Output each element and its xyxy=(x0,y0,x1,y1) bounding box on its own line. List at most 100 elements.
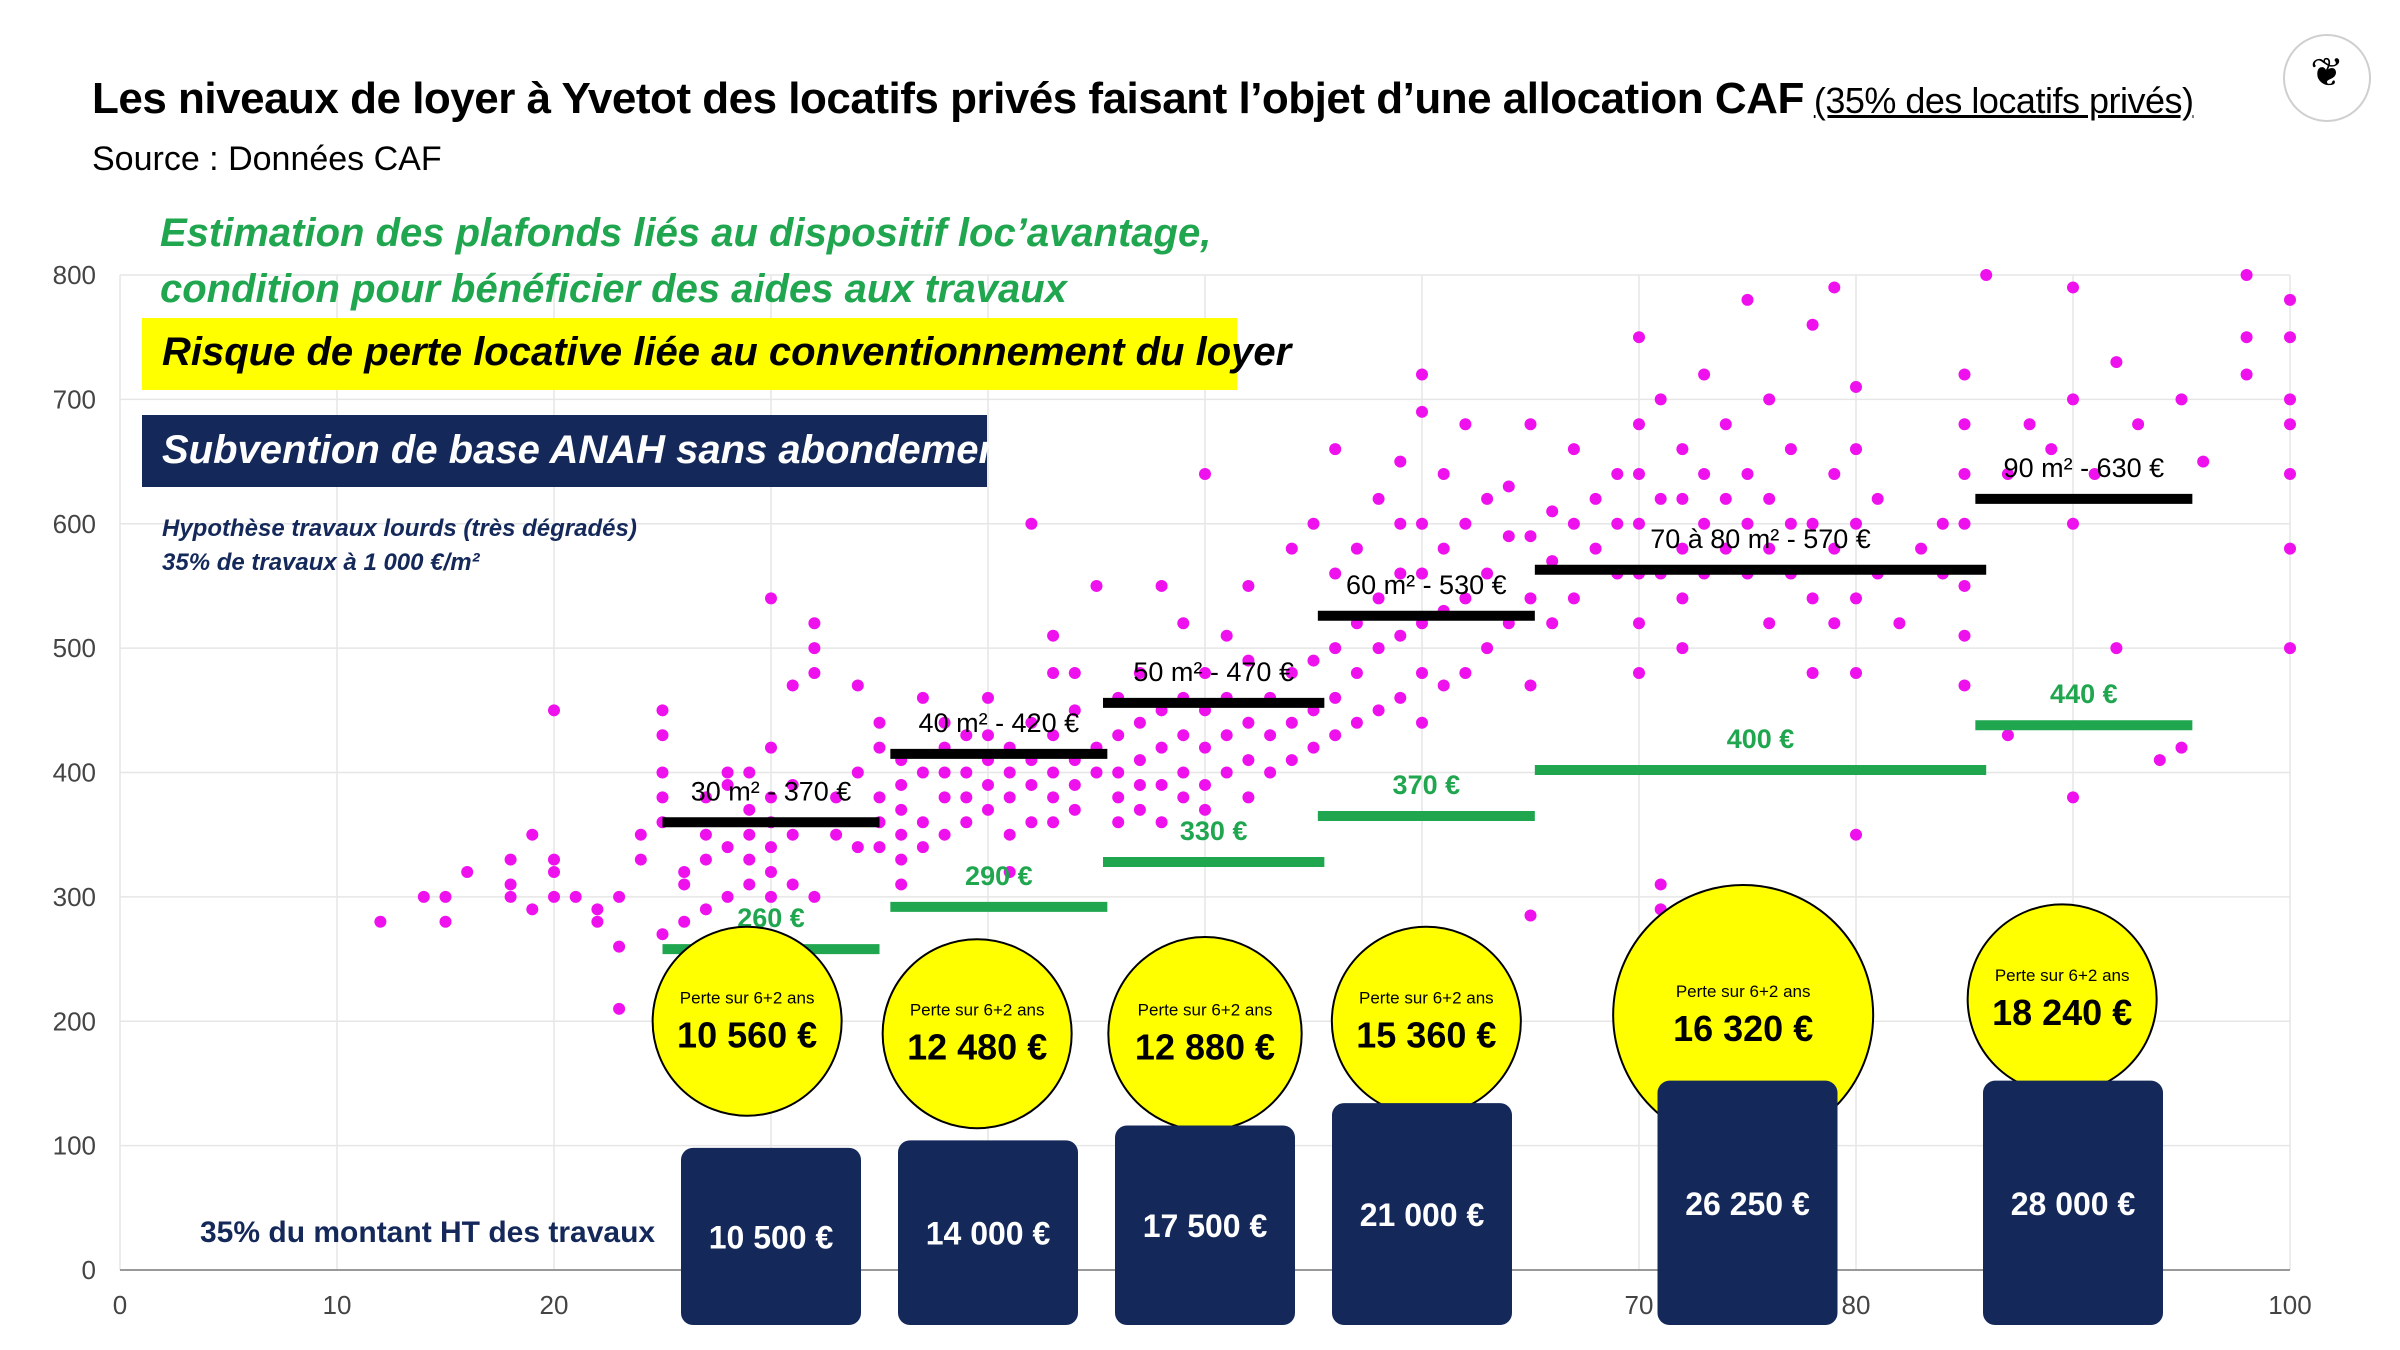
data-point xyxy=(2153,754,2166,767)
y-tick-label: 800 xyxy=(53,260,96,290)
subsidy-value: 14 000 € xyxy=(926,1216,1051,1252)
loc-avantage-note-line1: Estimation des plafonds liés au disposit… xyxy=(160,211,1212,255)
subsidy-caption: 35% du montant HT des travaux xyxy=(200,1216,656,1249)
data-point xyxy=(1828,542,1841,555)
data-point xyxy=(591,915,604,928)
loc-avantage-cap-label: 440 € xyxy=(2050,679,2118,709)
data-point xyxy=(873,741,886,754)
data-point xyxy=(1654,492,1667,505)
data-point xyxy=(1068,803,1081,816)
data-point xyxy=(2284,393,2296,406)
data-point xyxy=(1264,766,1277,779)
data-point xyxy=(765,592,777,605)
data-point xyxy=(1155,816,1168,829)
data-point xyxy=(982,778,994,791)
data-point xyxy=(613,940,626,953)
data-point xyxy=(938,791,951,804)
data-point xyxy=(1806,517,1819,530)
data-point xyxy=(1741,293,1754,306)
loc-avantage-cap-label: 330 € xyxy=(1180,816,1248,846)
loss-circle-value: 18 240 € xyxy=(1992,992,2132,1033)
data-point xyxy=(1524,418,1537,431)
data-point xyxy=(982,691,994,704)
loc-avantage-cap-label: 400 € xyxy=(1727,724,1795,754)
data-point xyxy=(417,890,430,903)
data-point xyxy=(1958,468,1971,480)
data-point xyxy=(895,828,908,841)
data-point xyxy=(1068,704,1081,717)
data-point xyxy=(1437,679,1450,692)
data-point xyxy=(2240,269,2253,281)
market-rent-label: 40 m² - 420 € xyxy=(919,708,1080,738)
data-point xyxy=(2001,729,2014,742)
data-point xyxy=(808,642,821,655)
data-point xyxy=(1394,567,1407,580)
data-point xyxy=(1633,468,1645,480)
data-point xyxy=(1524,530,1537,543)
data-point xyxy=(1850,592,1862,605)
data-point xyxy=(699,853,712,866)
data-point xyxy=(1068,667,1081,679)
data-point xyxy=(1589,542,1602,555)
data-point xyxy=(1199,803,1211,816)
data-point xyxy=(2023,418,2036,431)
subsidy-box xyxy=(1115,1125,1295,1325)
data-point xyxy=(1025,517,1038,530)
data-point xyxy=(1763,492,1776,505)
data-point xyxy=(765,866,777,878)
loss-circle-title: Perte sur 6+2 ans xyxy=(910,1001,1045,1020)
data-point xyxy=(1481,492,1494,505)
data-point xyxy=(656,791,669,804)
loss-circle-title: Perte sur 6+2 ans xyxy=(1676,982,1811,1001)
data-point xyxy=(1633,331,1645,344)
data-point xyxy=(1481,567,1494,580)
y-tick-label: 0 xyxy=(82,1255,96,1285)
data-point xyxy=(1633,667,1645,679)
data-point xyxy=(1307,741,1320,754)
chart-source: Source : Données CAF xyxy=(92,140,442,178)
data-point xyxy=(2088,468,2101,480)
data-point xyxy=(2067,281,2079,294)
anah-subsidy-banner: Subvention de base ANAH sans abondement xyxy=(142,415,1016,487)
data-point xyxy=(1177,791,1190,804)
data-point xyxy=(916,691,929,704)
data-point xyxy=(721,778,734,791)
data-point xyxy=(1025,716,1038,729)
data-point xyxy=(2110,356,2123,369)
data-point xyxy=(1936,517,1949,530)
data-point xyxy=(1329,642,1342,655)
data-point xyxy=(634,853,647,866)
data-point xyxy=(1372,704,1385,717)
data-point xyxy=(1329,691,1342,704)
data-point xyxy=(765,791,777,804)
data-point xyxy=(1003,791,1016,804)
data-point xyxy=(2067,517,2079,530)
data-point xyxy=(1524,679,1537,692)
data-point xyxy=(1676,642,1689,655)
data-point xyxy=(765,841,777,854)
data-point xyxy=(743,828,756,841)
data-point xyxy=(1242,654,1255,667)
data-point xyxy=(1068,778,1081,791)
data-point xyxy=(808,890,821,903)
data-point xyxy=(1155,778,1168,791)
data-point xyxy=(1459,517,1472,530)
data-point xyxy=(613,890,626,903)
data-point xyxy=(2175,393,2188,406)
data-point xyxy=(634,828,647,841)
market-rent-label: 90 m² - 630 € xyxy=(2004,453,2165,483)
data-point xyxy=(895,878,908,891)
data-point xyxy=(1112,766,1125,779)
data-point xyxy=(1199,468,1211,480)
data-point xyxy=(1199,667,1211,679)
data-point xyxy=(2175,741,2188,754)
data-point xyxy=(1177,729,1190,742)
y-tick-label: 600 xyxy=(53,509,96,539)
data-point xyxy=(1025,778,1038,791)
data-point xyxy=(1567,443,1580,456)
data-point xyxy=(439,915,452,928)
loss-circle-title: Perte sur 6+2 ans xyxy=(1138,1001,1273,1020)
data-point xyxy=(1806,592,1819,605)
y-tick-label: 100 xyxy=(53,1131,96,1161)
